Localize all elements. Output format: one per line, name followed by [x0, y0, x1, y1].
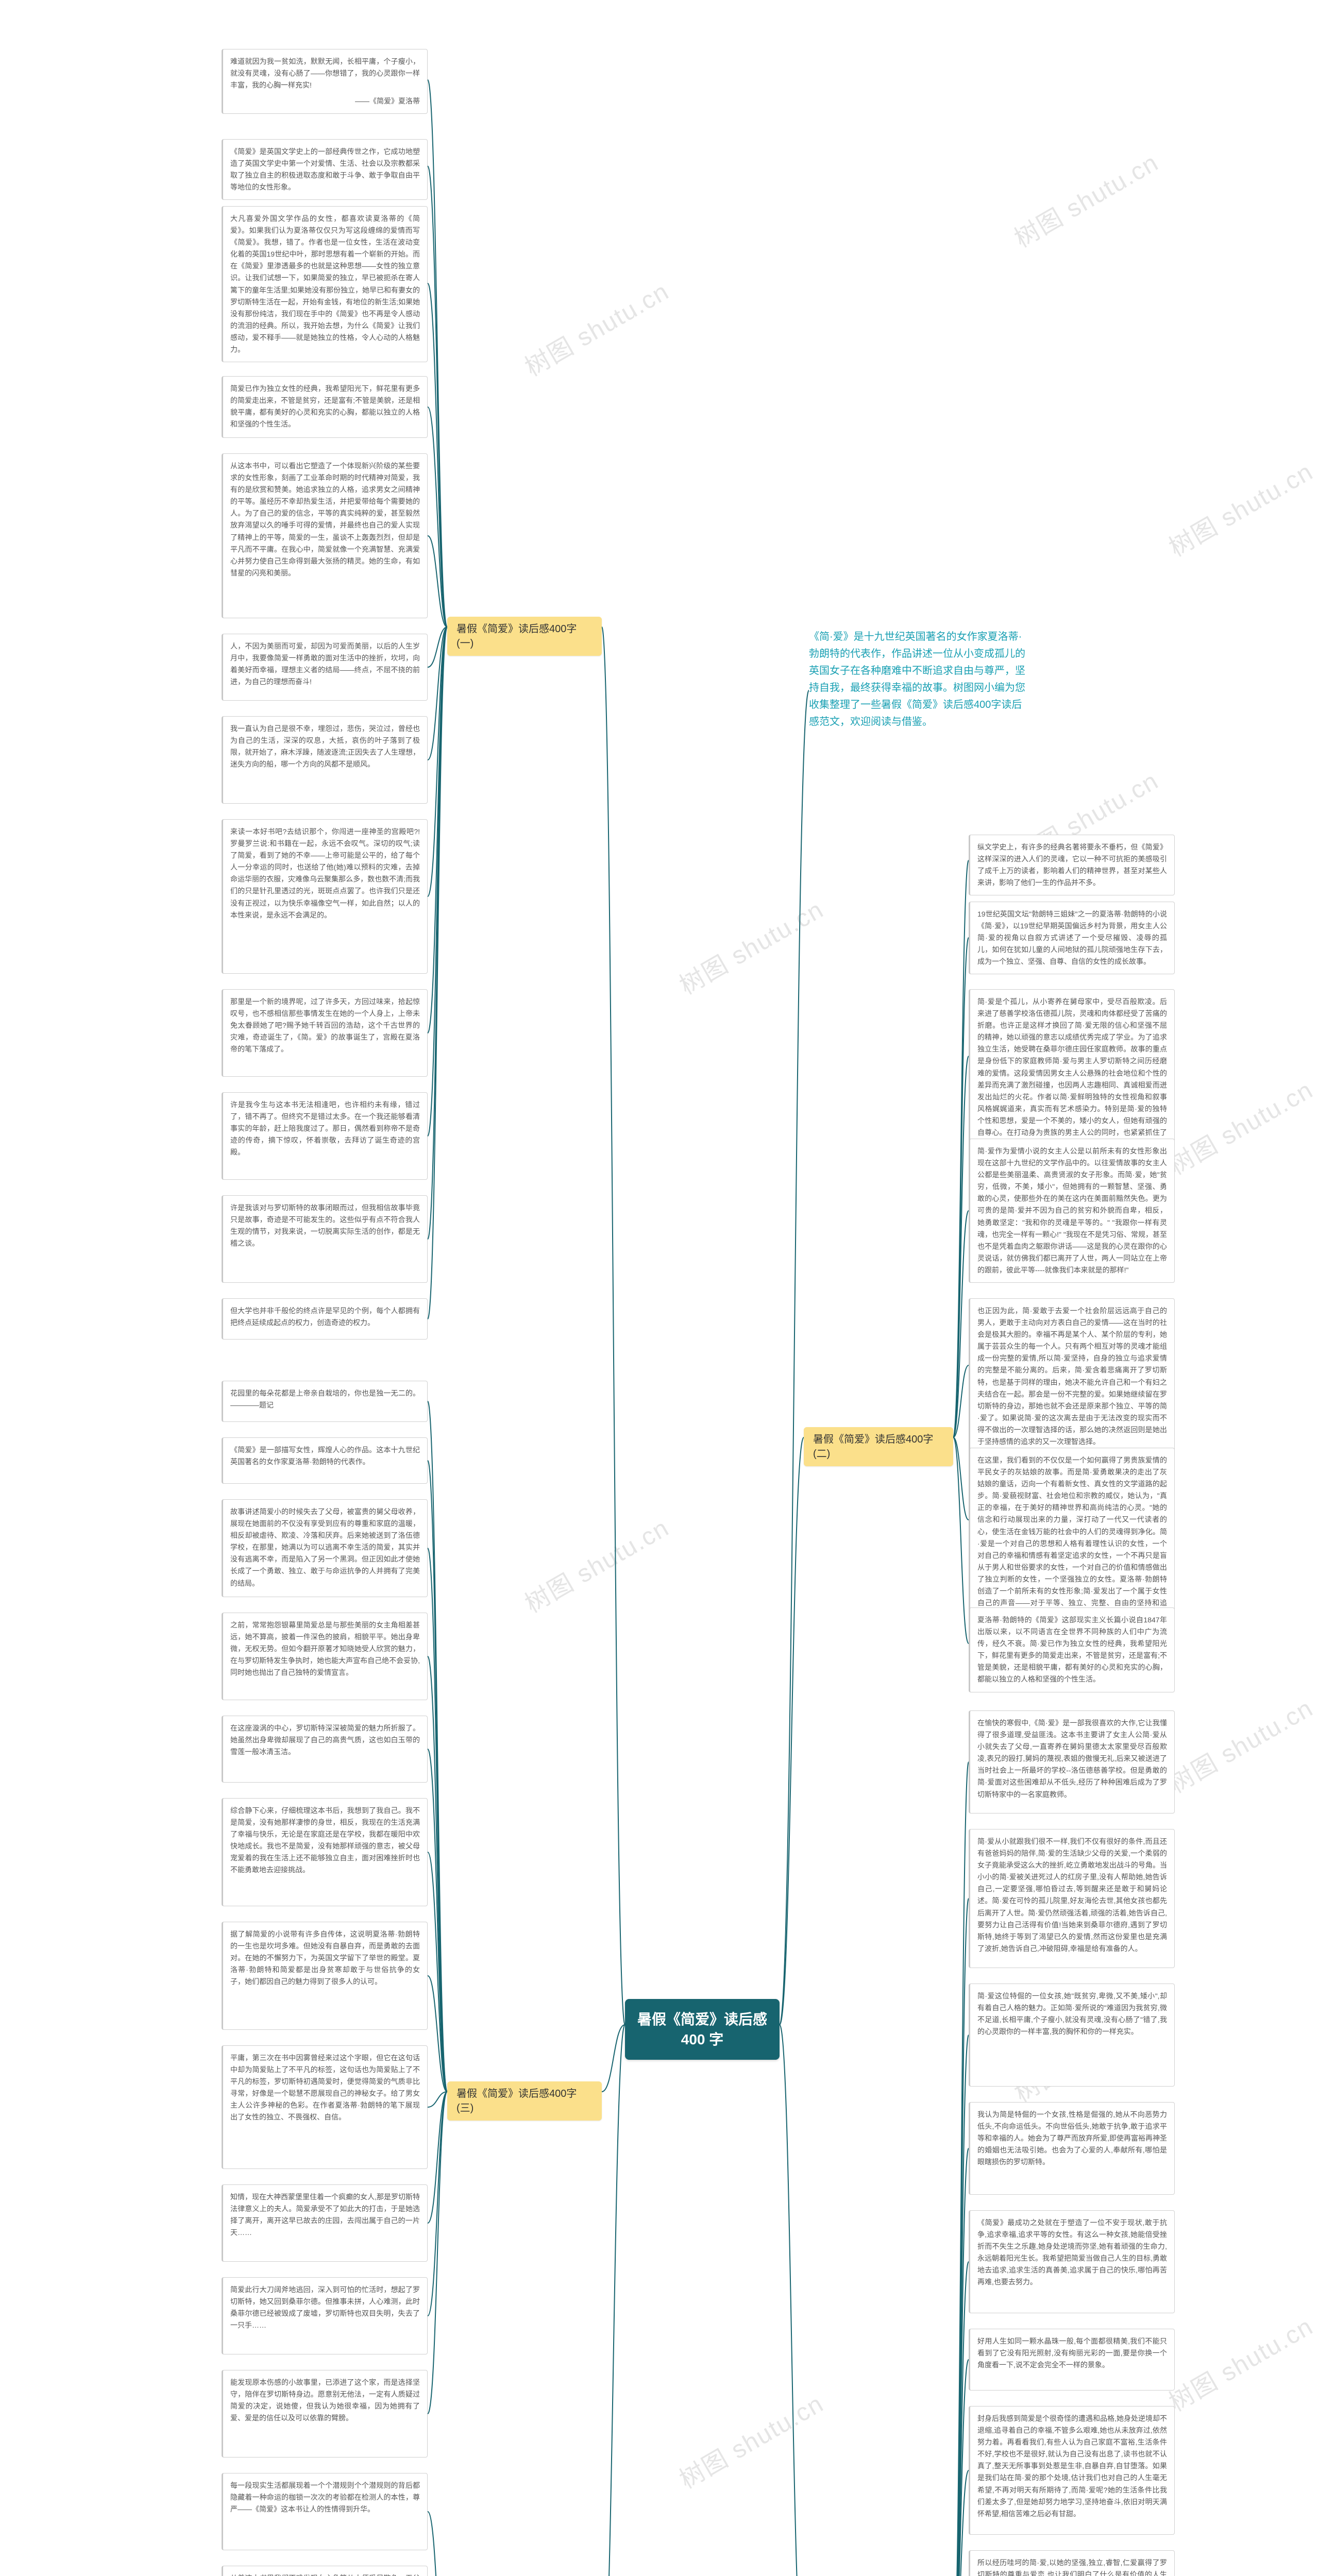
- leaf-text: 简·爱这位特倔的一位女孩,她"既贫穷,卑微,又不美,矮小",却有着自己人格的魅力…: [977, 1992, 1167, 2036]
- leaf-node[interactable]: 人，不因为美丽而可爱，却因为可爱而美丽，以后的人生岁月中，我要像简爱一样勇敢的面…: [222, 634, 428, 701]
- leaf-node[interactable]: 花园里的每朵花都是上帝亲自栽培的，你也是独一无二的。————题记: [222, 1381, 428, 1422]
- leaf-text: 简·爱从小就跟我们很不一样,我们不仅有很好的条件,而且还有爸爸妈妈的陪伴,简·爱…: [977, 1837, 1167, 1953]
- leaf-node[interactable]: 我一直认为自己是很不幸，埋怨过，悲伤，哭泣过，曾经也为自己的生活，深深的叹息，大…: [222, 716, 428, 804]
- leaf-text: 从着这本书里我们不难发现女主角简从小便受尽欺负，无父无母，唯一爱她的舅舅也早早去…: [230, 2574, 420, 2576]
- leaf-text: 平庸，第三次在书中因雾曾经来过这个字眼，但它在这句话中却为简爱贴上了不平凡的标签…: [230, 2054, 420, 2121]
- section-node[interactable]: 暑假《简爱》读后感400字(三): [447, 2081, 602, 2121]
- leaf-text: 纵文学史上，有许多的经典名著将要永不垂朽，但《简爱》这样深深的进入人们的灵魂，它…: [977, 843, 1167, 887]
- leaf-text: 《简爱》是一部描写女性，辉煌人心的作品。这本十九世纪英国著名的女作家夏洛蒂·勃朗…: [230, 1446, 420, 1466]
- section-node[interactable]: 暑假《简爱》读后感400字(二): [804, 1427, 953, 1466]
- watermark: 树图 shutu.cn: [1161, 1688, 1318, 1800]
- leaf-node[interactable]: 夏洛蒂·勃朗特的《简爱》这部现实主义长篇小说自1847年出版以来，以不同语言在全…: [969, 1607, 1175, 1692]
- leaf-node[interactable]: 《简爱》是英国文学史上的一部经典传世之作，它成功地塑造了英国文学史中第一个对爱情…: [222, 139, 428, 200]
- leaf-node[interactable]: 那里是一个新的境界呢，过了许多天，方回过味来，拾起惊叹号，也不感相信那些事情发生…: [222, 989, 428, 1077]
- leaf-text: 能发现原本伤感的小故事里，已添进了这个家，而是选择坚守，陪伴在罗切斯特身边。愿意…: [230, 2378, 420, 2422]
- leaf-node[interactable]: 据了解简爱的小说带有许多自传体，这说明夏洛蒂·勃朗特的一生也是坎坷多难。但她没有…: [222, 1922, 428, 2030]
- leaf-text: 我一直认为自己是很不幸，埋怨过，悲伤，哭泣过，曾经也为自己的生活，深深的叹息，大…: [230, 724, 420, 768]
- leaf-node[interactable]: 难道就因为我一贫如洗，默默无闻，长相平庸，个子瘦小，就没有灵魂，没有心肠了——你…: [222, 49, 428, 114]
- leaf-text: 之前，常常抱怨银幕里简爱总是与那些美丽的女主角相差甚远，她不算高，披着一件深色的…: [230, 1621, 420, 1676]
- leaf-node[interactable]: 简·爱作为爱情小说的女主人公是以前所未有的女性形象出现在这部十九世纪的文学作品中…: [969, 1139, 1175, 1283]
- leaf-text: 从这本书中，可以看出它塑造了一个体现新兴阶级的某些要求的女性形象，刻画了工业革命…: [230, 462, 420, 577]
- leaf-text: 来读一本好书吧?去结识那个，你闯进一座神圣的宫殿吧?!罗曼罗兰说:和书籍在一起，…: [230, 827, 420, 919]
- leaf-text: 许是我今生与这本书无法相逢吧，也许相约未有缘，错过了，错不再了。但终究不是错过太…: [230, 1100, 420, 1156]
- intro-text: 《简·爱》是十九世纪英国著名的女作家夏洛蒂·勃朗特的代表作，作品讲述一位从小变成…: [809, 629, 1030, 731]
- leaf-node[interactable]: 《简爱》最成功之处就在于塑造了一位不安于现状,敢于抗争,追求幸福,追求平等的女性…: [969, 2210, 1175, 2313]
- leaf-text: 简·爱作为爱情小说的女主人公是以前所未有的女性形象出现在这部十九世纪的文学作品中…: [977, 1147, 1167, 1274]
- leaf-node[interactable]: 能发现原本伤感的小故事里，已添进了这个家，而是选择坚守，陪伴在罗切斯特身边。愿意…: [222, 2370, 428, 2458]
- leaf-node[interactable]: 简·爱这位特倔的一位女孩,她"既贫穷,卑微,又不美,矮小",却有着自己人格的魅力…: [969, 1984, 1175, 2087]
- watermark: 树图 shutu.cn: [671, 2383, 829, 2495]
- leaf-text: 知情，现在大神西蒙堡里住着一个疯癫的女人,那是罗切斯特法律意义上的夫人。简爱承受…: [230, 2193, 420, 2236]
- leaf-text: 人，不因为美丽而可爱，却因为可爱而美丽，以后的人生岁月中，我要像简爱一样勇敢的面…: [230, 642, 420, 686]
- leaf-text: 所以经历哇坷的简·爱,以她的坚强,独立,睿智,仁爱赢得了罗切斯特的尊重与爱恋,也…: [977, 2558, 1167, 2576]
- leaf-text: 故事讲述简爱小的时候失去了父母，被富贵的舅父母收养，展现在她面前的不仅没有享受到…: [230, 1507, 420, 1587]
- leaf-text: 简·爱是个孤儿，从小寄养在舅母家中，受尽百般欺凌。后来进了慈善学校洛伍德孤儿院，…: [977, 997, 1167, 1148]
- leaf-node[interactable]: 之前，常常抱怨银幕里简爱总是与那些美丽的女主角相差甚远，她不算高，披着一件深色的…: [222, 1613, 428, 1700]
- leaf-text: 据了解简爱的小说带有许多自传体，这说明夏洛蒂·勃朗特的一生也是坎坷多难。但她没有…: [230, 1930, 420, 1986]
- leaf-node[interactable]: 简爱此行大刀阔斧地逃回，深入到可怕的忙活时，想起了罗切斯特，她又回到桑菲尔德。但…: [222, 2277, 428, 2354]
- leaf-node[interactable]: 所以经历哇坷的简·爱,以她的坚强,独立,睿智,仁爱赢得了罗切斯特的尊重与爱恋,也…: [969, 2550, 1175, 2576]
- leaf-text: 封身后我感到简爱是个很奇怪的遭遇和品格,她身处逆境却不退缩,追寻着自己的幸福,不…: [977, 2414, 1167, 2518]
- leaf-node[interactable]: 知情，现在大神西蒙堡里住着一个疯癫的女人,那是罗切斯特法律意义上的夫人。简爱承受…: [222, 2184, 428, 2262]
- leaf-node[interactable]: 大凡喜爱外国文学作品的女性，都喜欢读夏洛蒂的《简爱》。如果我们认为夏洛蒂仅仅只为…: [222, 206, 428, 362]
- leaf-node[interactable]: 综合静下心来，仔细梳理这本书后，我想到了我自己。我不是简爱，没有她那样凄惨的身世…: [222, 1798, 428, 1906]
- watermark: 树图 shutu.cn: [517, 271, 674, 383]
- leaf-text: 大凡喜爱外国文学作品的女性，都喜欢读夏洛蒂的《简爱》。如果我们认为夏洛蒂仅仅只为…: [230, 214, 420, 353]
- leaf-node[interactable]: 平庸，第三次在书中因雾曾经来过这个字眼，但它在这句话中却为简爱贴上了不平凡的标签…: [222, 2045, 428, 2169]
- leaf-text: 夏洛蒂·勃朗特的《简爱》这部现实主义长篇小说自1847年出版以来，以不同语言在全…: [977, 1616, 1167, 1683]
- leaf-text: 难道就因为我一贫如洗，默默无闻，长相平庸，个子瘦小，就没有灵魂，没有心肠了——你…: [230, 57, 420, 89]
- leaf-node[interactable]: 故事讲述简爱小的时候失去了父母，被富贵的舅父母收养，展现在她面前的不仅没有享受到…: [222, 1499, 428, 1597]
- leaf-text: 许是我该对与罗切斯特的故事闭眼而过，但我相信故事毕竟只是故事，奇迹是不可能发生的…: [230, 1204, 420, 1247]
- section-node[interactable]: 暑假《简爱》读后感400字(一): [447, 617, 602, 656]
- mindmap-canvas: 树图 shutu.cn 树图 shutu.cn 树图 shutu.cn 树图 shut…: [0, 0, 1319, 2576]
- watermark: 树图 shutu.cn: [517, 1507, 674, 1619]
- leaf-node[interactable]: 封身后我感到简爱是个很奇怪的遭遇和品格,她身处逆境却不退缩,追寻着自己的幸福,不…: [969, 2406, 1175, 2535]
- leaf-text: 我认为简是特倔的一个女孩,性格是倔强的,她从不向恶势力低头,不向命运低头。不向世…: [977, 2110, 1167, 2166]
- leaf-node[interactable]: 许是我今生与这本书无法相逢吧，也许相约未有缘，错过了，错不再了。但终究不是错过太…: [222, 1092, 428, 1180]
- watermark: 树图 shutu.cn: [1161, 451, 1318, 563]
- leaf-node[interactable]: 19世纪英国文坛"勃朗特三姐妹"之一的夏洛蒂·勃朗特的小说《简·爱》，以19世纪…: [969, 902, 1175, 974]
- leaf-node[interactable]: 在愉快的寒假中,《简·爱》是一部我很喜欢的大作,它让我懂得了很多道理,受益匪浅。…: [969, 1710, 1175, 1814]
- leaf-node[interactable]: 简爱已作为独立女性的经典，我希望阳光下，鲜花里有更多的简爱走出来，不管是贫穷，还…: [222, 376, 428, 438]
- leaf-text: 《简爱》最成功之处就在于塑造了一位不安于现状,敢于抗争,追求幸福,追求平等的女性…: [977, 2218, 1167, 2286]
- leaf-text: 在愉快的寒假中,《简·爱》是一部我很喜欢的大作,它让我懂得了很多道理,受益匪浅。…: [977, 1719, 1167, 1799]
- leaf-node[interactable]: 简·爱是个孤儿，从小寄养在舅母家中，受尽百般欺凌。后来进了慈善学校洛伍德孤儿院，…: [969, 989, 1175, 1157]
- leaf-text: 好用人生如同一颗水晶珠一般,每个面都很精美,我们不能只看到了它没有阳光照射,没有…: [977, 2337, 1167, 2369]
- leaf-node[interactable]: 在这座漩涡的中心，罗切斯特深深被简爱的魅力所折服了。她虽然出身卑微却展现了自己的…: [222, 1716, 428, 1783]
- watermark: 树图 shutu.cn: [1006, 142, 1164, 254]
- leaf-text: 《简爱》是英国文学史上的一部经典传世之作，它成功地塑造了英国文学史中第一个对爱情…: [230, 147, 420, 191]
- leaf-text: 花园里的每朵花都是上帝亲自栽培的，你也是独一无二的。————题记: [230, 1389, 420, 1409]
- leaf-text: 简爱已作为独立女性的经典，我希望阳光下，鲜花里有更多的简爱走出来，不管是贫穷，还…: [230, 384, 420, 428]
- leaf-text: 在这座漩涡的中心，罗切斯特深深被简爱的魅力所折服了。她虽然出身卑微却展现了自己的…: [230, 1724, 420, 1756]
- leaf-node[interactable]: 从着这本书里我们不难发现女主角简从小便受尽欺负，无父无母，唯一爱她的舅舅也早早去…: [222, 2566, 428, 2576]
- leaf-node[interactable]: 许是我该对与罗切斯特的故事闭眼而过，但我相信故事毕竟只是故事，奇迹是不可能发生的…: [222, 1195, 428, 1283]
- leaf-node[interactable]: 纵文学史上，有许多的经典名著将要永不垂朽，但《简爱》这样深深的进入人们的灵魂，它…: [969, 835, 1175, 895]
- leaf-text: 简爱此行大刀阔斧地逃回，深入到可怕的忙活时，想起了罗切斯特，她又回到桑菲尔德。但…: [230, 2285, 420, 2329]
- leaf-text: 19世纪英国文坛"勃朗特三姐妹"之一的夏洛蒂·勃朗特的小说《简·爱》，以19世纪…: [977, 910, 1167, 965]
- leaf-node[interactable]: 好用人生如同一颗水晶珠一般,每个面都很精美,我们不能只看到了它没有阳光照射,没有…: [969, 2329, 1175, 2391]
- leaf-node[interactable]: 简·爱从小就跟我们很不一样,我们不仅有很好的条件,而且还有爸爸妈妈的陪伴,简·爱…: [969, 1829, 1175, 1968]
- watermark: 树图 shutu.cn: [1161, 2306, 1318, 2418]
- leaf-node[interactable]: 每一段现实生活都展现着一个个潜规则个个潜规则的背后都隐藏着一种命运的枷锁一次次的…: [222, 2473, 428, 2550]
- leaf-node[interactable]: 在这里，我们看到的不仅仅是一个如何赢得了男贵族爱情的平民女子的灰姑娘的故事。而是…: [969, 1448, 1175, 1628]
- watermark: 树图 shutu.cn: [671, 889, 829, 1001]
- watermark: 树图 shutu.cn: [1161, 1070, 1318, 1181]
- leaf-node[interactable]: 来读一本好书吧?去结识那个，你闯进一座神圣的宫殿吧?!罗曼罗兰说:和书籍在一起，…: [222, 819, 428, 974]
- leaf-text: 综合静下心来，仔细梳理这本书后，我想到了我自己。我不是简爱，没有她那样凄惨的身世…: [230, 1806, 420, 1874]
- leaf-text: 也正因为此，简·爱敢于去爱一个社会阶层远远高于自己的男人，更敢于主动向对方表白自…: [977, 1307, 1167, 1446]
- leaf-node[interactable]: 从这本书中，可以看出它塑造了一个体现新兴阶级的某些要求的女性形象，刻画了工业革命…: [222, 453, 428, 618]
- leaf-node[interactable]: 但大学也并非千般伦的终点许是罕见的个例，每个人都拥有把终点延续成起点的权力，创造…: [222, 1298, 428, 1340]
- leaf-text: 那里是一个新的境界呢，过了许多天，方回过味来，拾起惊叹号，也不感相信那些事情发生…: [230, 997, 420, 1053]
- leaf-quote: ——《简爱》夏洛蒂: [230, 95, 420, 107]
- leaf-text: 但大学也并非千般伦的终点许是罕见的个例，每个人都拥有把终点延续成起点的权力，创造…: [230, 1307, 420, 1327]
- leaf-text: 在这里，我们看到的不仅仅是一个如何赢得了男贵族爱情的平民女子的灰姑娘的故事。而是…: [977, 1456, 1167, 1619]
- leaf-node[interactable]: 我认为简是特倔的一个女孩,性格是倔强的,她从不向恶势力低头,不向命运低头。不向世…: [969, 2102, 1175, 2195]
- leaf-node[interactable]: 《简爱》是一部描写女性，辉煌人心的作品。这本十九世纪英国著名的女作家夏洛蒂·勃朗…: [222, 1437, 428, 1484]
- leaf-node[interactable]: 也正因为此，简·爱敢于去爱一个社会阶层远远高于自己的男人，更敢于主动向对方表白自…: [969, 1298, 1175, 1454]
- root-node[interactable]: 暑假《简爱》读后感400 字: [625, 1999, 780, 2060]
- leaf-text: 每一段现实生活都展现着一个个潜规则个个潜规则的背后都隐藏着一种命运的枷锁一次次的…: [230, 2481, 420, 2513]
